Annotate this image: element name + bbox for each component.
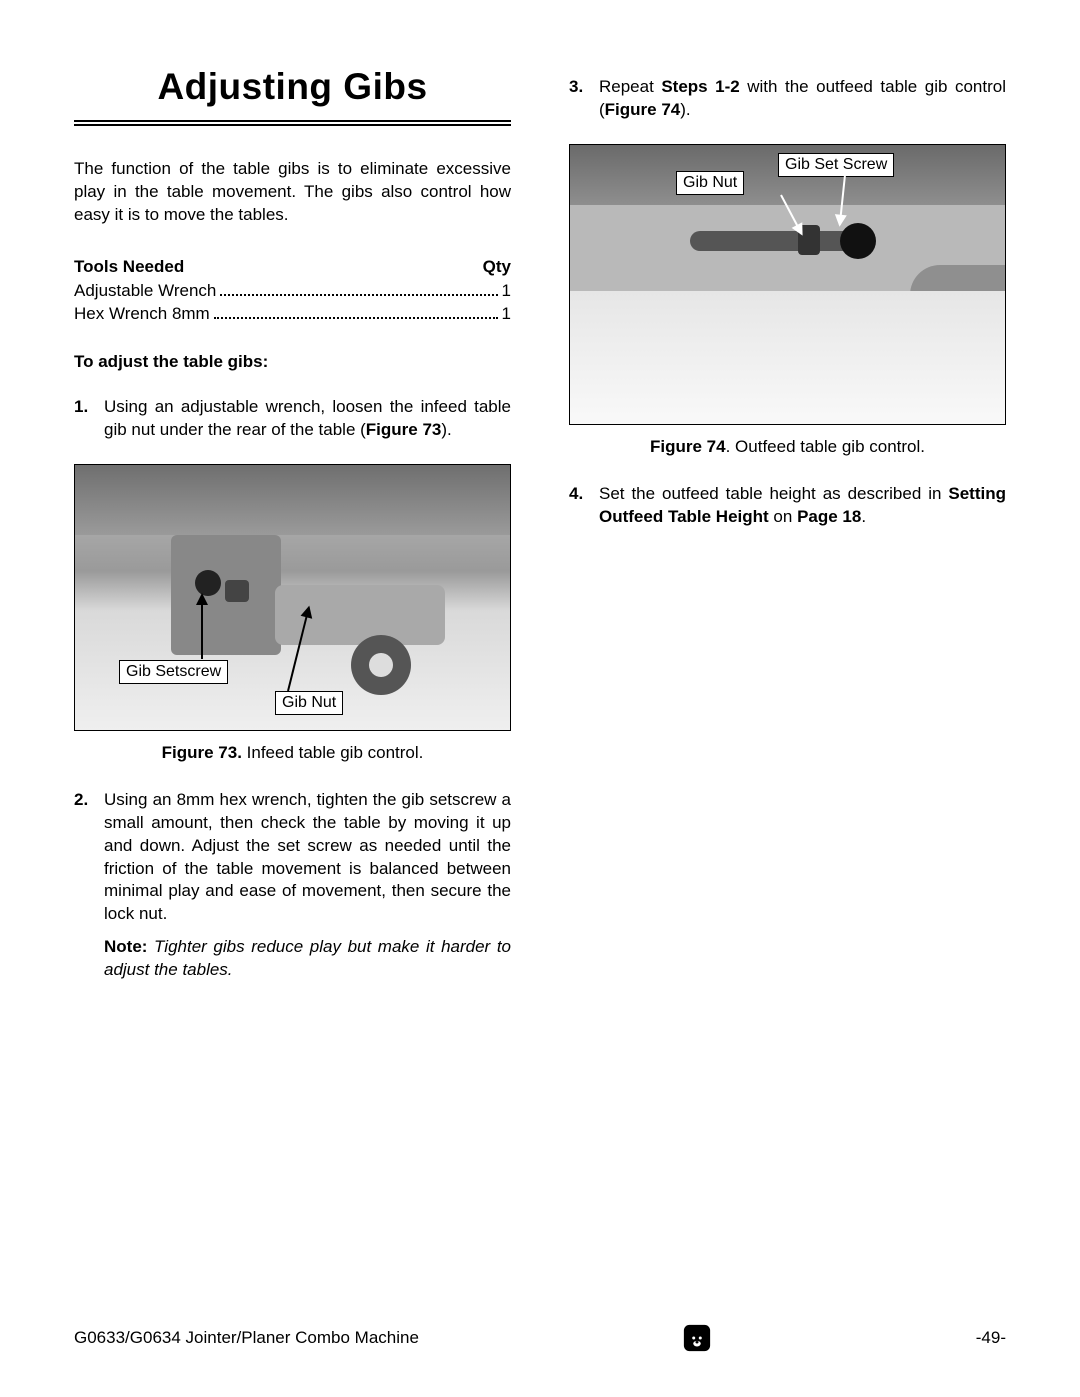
fig73-label-gibnut: Gib Nut [275,691,343,715]
tools-header: Tools Needed Qty [74,257,511,277]
step-body: Using an 8mm hex wrench, tighten the gib… [104,789,511,983]
tools-header-left: Tools Needed [74,257,184,277]
leader-dots [220,279,497,296]
step-1: 1. Using an adjustable wrench, loosen th… [74,396,511,442]
left-steps: 1. Using an adjustable wrench, loosen th… [74,396,511,442]
step-3: 3. Repeat Steps 1-2 with the outfeed tab… [569,76,1006,122]
figure-73-caption: Figure 73. Infeed table gib control. [74,743,511,763]
step-number: 3. [569,76,599,122]
tools-header-right: Qty [483,257,511,277]
step-2: 2. Using an 8mm hex wrench, tighten the … [74,789,511,983]
fig74-label-gibnut: Gib Nut [676,171,744,195]
step-body: Using an adjustable wrench, loosen the i… [104,396,511,442]
callout-arrow [201,595,203,659]
bear-logo-icon [682,1323,712,1353]
step-number: 4. [569,483,599,529]
right-steps: 3. Repeat Steps 1-2 with the outfeed tab… [569,76,1006,122]
step-note: Note: Tighter gibs reduce play but make … [104,936,511,982]
figure-74-caption: Figure 74. Outfeed table gib control. [569,437,1006,457]
step-number: 2. [74,789,104,983]
left-steps-cont: 2. Using an 8mm hex wrench, tighten the … [74,789,511,983]
title-rule [74,120,511,126]
tool-name: Adjustable Wrench [74,281,216,301]
figure-74-image: Gib Nut Gib Set Screw [569,144,1006,425]
step-body: Repeat Steps 1-2 with the outfeed table … [599,76,1006,122]
leader-dots [214,302,498,319]
tool-row: Hex Wrench 8mm 1 [74,302,511,324]
right-column: 3. Repeat Steps 1-2 with the outfeed tab… [569,60,1006,1004]
right-steps-cont: 4. Set the outfeed table height as descr… [569,483,1006,529]
tool-qty: 1 [502,304,511,324]
tool-name: Hex Wrench 8mm [74,304,210,324]
procedure-subhead: To adjust the table gibs: [74,352,511,372]
step-number: 1. [74,396,104,442]
intro-paragraph: The function of the table gibs is to eli… [74,158,511,227]
page-footer: G0633/G0634 Jointer/Planer Combo Machine… [74,1323,1006,1353]
fig74-label-setscrew: Gib Set Screw [778,153,894,177]
step-4: 4. Set the outfeed table height as descr… [569,483,1006,529]
tool-qty: 1 [502,281,511,301]
step-body: Set the outfeed table height as describe… [599,483,1006,529]
footer-right: -49- [976,1328,1006,1348]
figure-73-image: Gib Setscrew Gib Nut [74,464,511,731]
tool-row: Adjustable Wrench 1 [74,279,511,301]
page-title: Adjusting Gibs [74,66,511,108]
footer-left: G0633/G0634 Jointer/Planer Combo Machine [74,1328,419,1348]
fig73-label-setscrew: Gib Setscrew [119,660,228,684]
left-column: Adjusting Gibs The function of the table… [74,60,511,1004]
